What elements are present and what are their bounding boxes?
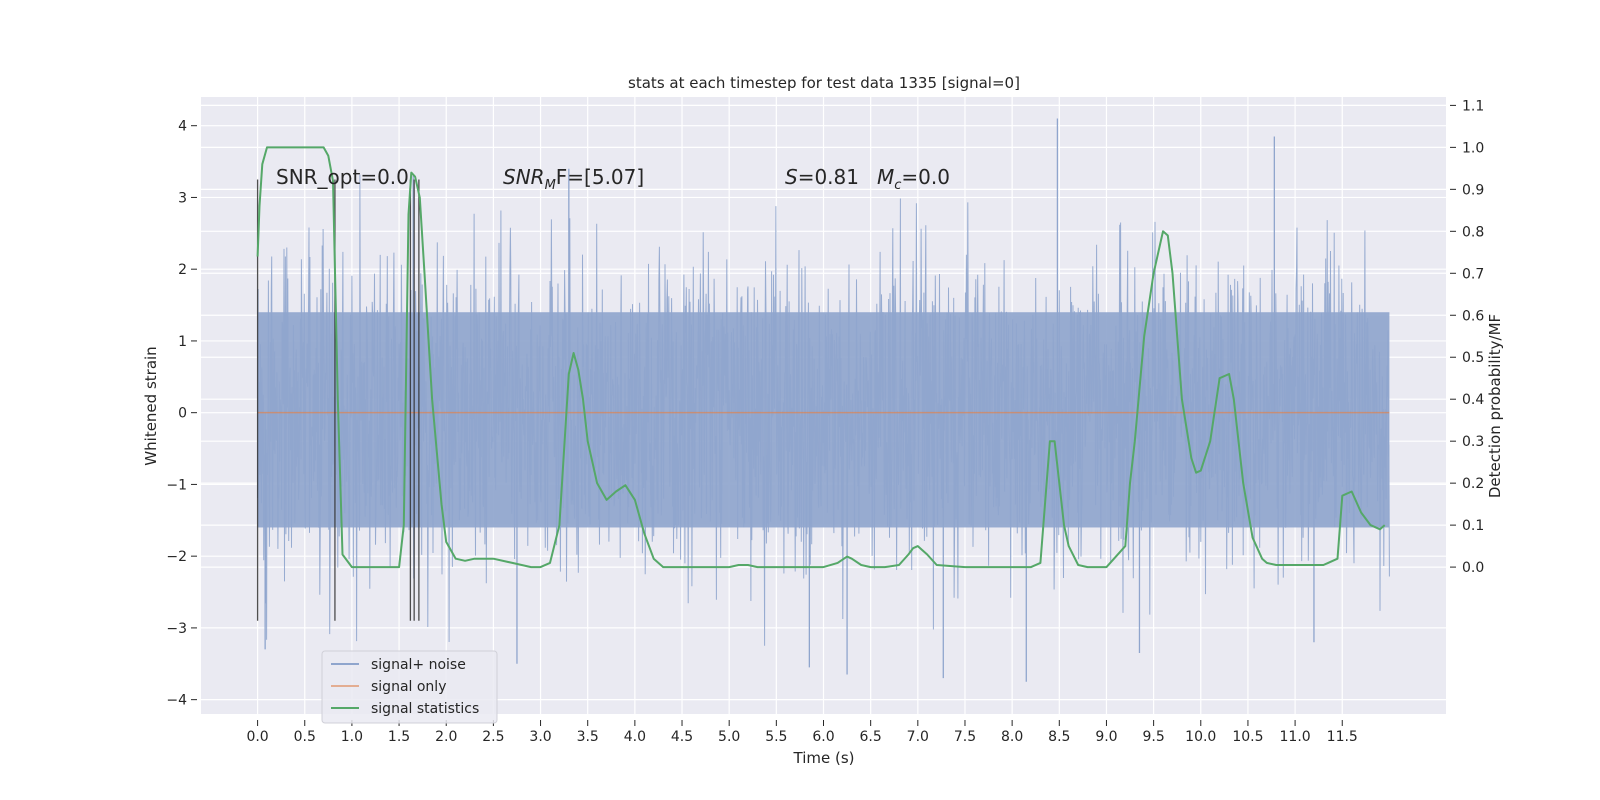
s-value: =0.81 [798, 165, 859, 189]
snr-mf-sub: M [545, 178, 556, 193]
x-tick-label: 9.0 [1095, 729, 1117, 745]
legend: signal+ noise signal only signal statist… [321, 650, 498, 724]
x-tick-label: 10.5 [1232, 729, 1263, 745]
y-axis-ticks: 4 3 2 1 0 −1 −2 −3 −4 [166, 119, 197, 709]
legend-box [321, 650, 498, 724]
x-tick-label: 0.5 [294, 729, 316, 745]
y-tick-label: 2 [178, 262, 187, 278]
x-tick-label: 6.5 [860, 729, 882, 745]
x-axis-ticks: 0.0 0.5 1.0 1.5 2.0 2.5 3.0 3.5 4.0 4.5 5.0 5.5 6.0 6… [246, 720, 1358, 745]
snr-mf-base: SNR [503, 165, 545, 189]
x-tick-label: 10.0 [1185, 729, 1216, 745]
y-axis-title: Whitened strain [142, 346, 160, 465]
y2-tick-label: 1.1 [1462, 98, 1484, 114]
s-label: S [785, 165, 798, 189]
legend-label-stats: signal statistics [371, 701, 479, 717]
y2-axis-title: Detection probability/MF [1486, 314, 1504, 498]
mc-sub: c [894, 178, 901, 193]
y-tick-label: −1 [166, 477, 187, 493]
x-tick-label: 11.5 [1327, 729, 1358, 745]
x-tick-label: 7.0 [907, 729, 929, 745]
y-tick-label: −2 [166, 549, 187, 565]
y2-tick-label: 1.0 [1462, 140, 1484, 156]
y2-tick-label: 0.9 [1462, 182, 1484, 198]
y2-tick-label: 0.4 [1462, 392, 1484, 408]
y-tick-label: 4 [178, 119, 187, 135]
x-tick-label: 3.5 [577, 729, 599, 745]
y2-tick-label: 0.1 [1462, 518, 1484, 534]
x-tick-label: 7.5 [954, 729, 976, 745]
x-tick-label: 5.5 [765, 729, 787, 745]
y2-tick-label: 0.5 [1462, 350, 1484, 366]
chart-title: stats at each timestep for test data 133… [628, 74, 1020, 92]
x-tick-label: 2.5 [482, 729, 504, 745]
y2-tick-label: 0.3 [1462, 434, 1484, 450]
x-tick-label: 1.0 [341, 729, 363, 745]
x-tick-label: 4.5 [671, 729, 693, 745]
mc-base: M [877, 165, 894, 189]
snr-mf-tail: F=[5.07] [556, 165, 644, 189]
y-tick-label: 0 [178, 406, 187, 422]
x-tick-label: 11.0 [1280, 729, 1311, 745]
mc-value: =0.0 [901, 165, 950, 189]
y2-tick-label: 0.6 [1462, 308, 1484, 324]
x-tick-label: 5.0 [718, 729, 740, 745]
y-tick-label: 1 [178, 334, 187, 350]
annotation-snr-mf: SNRMF=[5.07] [503, 165, 644, 193]
y2-tick-label: 0.7 [1462, 266, 1484, 282]
y2-tick-label: 0.2 [1462, 476, 1484, 492]
x-tick-label: 2.0 [435, 729, 457, 745]
annotation-s-mc: S=0.81 Mc=0.0 [785, 165, 950, 193]
y-tick-label: −4 [166, 693, 187, 709]
x-axis-title: Time (s) [793, 749, 855, 767]
y2-axis-ticks: 1.1 1.0 0.9 0.8 0.7 0.6 0.5 0.4 0.3 0.2 0.1 0.0 [1450, 98, 1484, 576]
noise-core-band [257, 312, 1390, 528]
y-tick-label: −3 [166, 621, 187, 637]
legend-label-signal: signal only [371, 679, 446, 695]
x-tick-label: 9.5 [1142, 729, 1164, 745]
x-tick-label: 6.0 [812, 729, 834, 745]
x-tick-label: 4.0 [624, 729, 646, 745]
x-tick-label: 8.5 [1048, 729, 1070, 745]
noise-series [257, 118, 1390, 682]
x-tick-label: 8.0 [1001, 729, 1023, 745]
x-tick-label: 1.5 [388, 729, 410, 745]
legend-label-noise: signal+ noise [371, 657, 466, 673]
signal-statistics-series [256, 146, 1386, 569]
signal-statistics-line [256, 146, 1386, 569]
y2-tick-label: 0.8 [1462, 224, 1484, 240]
y-tick-label: 3 [178, 190, 187, 206]
y2-tick-label: 0.0 [1462, 560, 1484, 576]
annotation-snr-opt: SNR_opt=0.0 [276, 165, 409, 189]
x-tick-label: 0.0 [246, 729, 268, 745]
x-tick-label: 3.0 [529, 729, 551, 745]
